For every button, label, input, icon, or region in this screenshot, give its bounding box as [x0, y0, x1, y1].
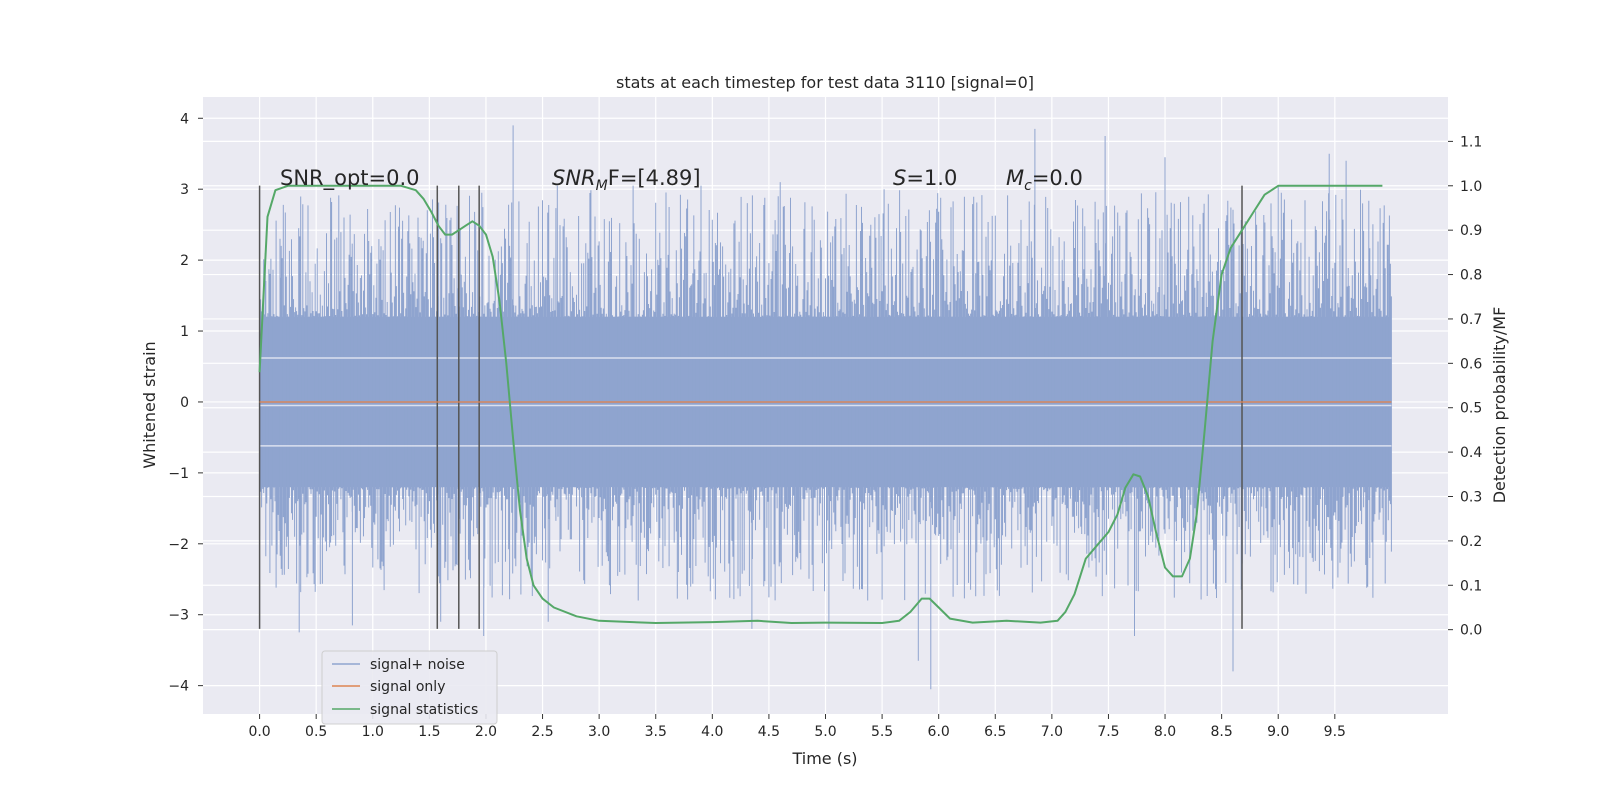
vertical-markers — [258, 185, 1243, 629]
annotation-snr-mf-sub: M — [596, 178, 608, 194]
x-tick-label: 9.5 — [1324, 724, 1346, 740]
annotation-snr-mf: SNRMF=[4.89] — [552, 166, 701, 194]
y2-tick-label: 0.5 — [1460, 401, 1482, 417]
annotation-snr-opt: SNR_opt=0.0 — [280, 166, 420, 191]
annotation-mc-rest: =0.0 — [1032, 166, 1083, 190]
y-tick-labels: 4 3 2 1 0 −1 −2 −3 −4 — [168, 111, 203, 695]
y2-tick-label: 0.6 — [1460, 356, 1482, 372]
legend-label-noise: signal+ noise — [370, 657, 465, 673]
legend-box — [321, 650, 498, 725]
x-tick-label: 5.0 — [814, 724, 836, 740]
x-tick-label: 2.5 — [531, 724, 553, 740]
x-tick-label: 7.5 — [1097, 724, 1119, 740]
annotation-snr-mf-rest: F=[4.89] — [608, 166, 701, 190]
y-axis-label: Whitened strain — [140, 341, 159, 468]
annotation-snr-mf-main: SNR — [552, 166, 596, 190]
y2-tick-label: 0.8 — [1460, 268, 1482, 284]
annotation-mc-sub: c — [1024, 178, 1032, 194]
y2-tick-label: 0.4 — [1460, 445, 1482, 461]
y-tick-label: 4 — [180, 111, 189, 127]
line-series — [258, 184, 1392, 624]
signal-statistics-line — [258, 184, 1383, 624]
annotation-s-main: S — [893, 166, 906, 190]
annotation-mc: Mc=0.0 — [1006, 166, 1083, 194]
annotation-mc-main: M — [1006, 166, 1024, 190]
x-tick-label: 4.0 — [701, 724, 723, 740]
y2-tick-label: 0.9 — [1460, 223, 1482, 239]
y-tick-label: 0 — [180, 395, 189, 411]
y2-tick-label: 0.0 — [1460, 623, 1482, 639]
x-tick-label: 6.0 — [928, 724, 950, 740]
y2-tick-label: 0.1 — [1460, 578, 1482, 594]
y-tick-label: −2 — [168, 537, 189, 553]
x-tick-label: 3.5 — [645, 724, 667, 740]
y2-tick-label: 0.2 — [1460, 534, 1482, 550]
legend-label-statistics: signal statistics — [370, 702, 478, 718]
x-tick-label: 0.0 — [248, 724, 270, 740]
x-tick-label: 7.0 — [1041, 724, 1063, 740]
x-tick-label: 1.5 — [418, 724, 440, 740]
x-tick-label: 1.0 — [362, 724, 384, 740]
y2-tick-label: 0.3 — [1460, 489, 1482, 505]
x-tick-label: 2.0 — [475, 724, 497, 740]
x-tick-label: 4.5 — [758, 724, 780, 740]
x-tick-label: 0.5 — [305, 724, 327, 740]
annotation-s: S=1.0 — [893, 166, 957, 190]
chart-title: stats at each timestep for test data 311… — [616, 73, 1034, 92]
x-tick-label: 6.5 — [984, 724, 1006, 740]
legend: signal+ noise signal only signal statist… — [321, 650, 498, 725]
legend-label-signal: signal only — [370, 679, 445, 695]
y2-tick-label: 0.7 — [1460, 312, 1482, 328]
x-tick-label: 8.5 — [1211, 724, 1233, 740]
annotation-s-rest: =1.0 — [906, 166, 957, 190]
y2-tick-label: 1.0 — [1460, 179, 1482, 195]
y-tick-label: −4 — [168, 679, 189, 695]
y-tick-label: −1 — [168, 466, 189, 482]
y-tick-label: 2 — [180, 253, 189, 269]
x-tick-label: 5.5 — [871, 724, 893, 740]
x-tick-labels: 0.0 0.5 1.0 1.5 2.0 2.5 3.0 3.5 4.0 4.5 5.0 5.5 6.0 6… — [248, 714, 1346, 740]
y2-tick-labels: 0.0 0.1 0.2 0.3 0.4 0.5 0.6 0.7 0.8 0.9 1.0 1.1 — [1448, 134, 1482, 639]
annotations: SNR_opt=0.0 SNRMF=[4.89] S=1.0 Mc=0.0 — [280, 166, 1083, 194]
y2-tick-label: 1.1 — [1460, 134, 1482, 150]
x-axis-label: Time (s) — [791, 749, 857, 768]
x-tick-label: 9.0 — [1267, 724, 1289, 740]
y-tick-label: −3 — [168, 608, 189, 624]
x-tick-label: 8.0 — [1154, 724, 1176, 740]
y2-axis-label: Detection probability/MF — [1490, 307, 1509, 504]
y-tick-label: 3 — [180, 182, 189, 198]
y-tick-label: 1 — [180, 324, 189, 340]
x-tick-label: 3.0 — [588, 724, 610, 740]
